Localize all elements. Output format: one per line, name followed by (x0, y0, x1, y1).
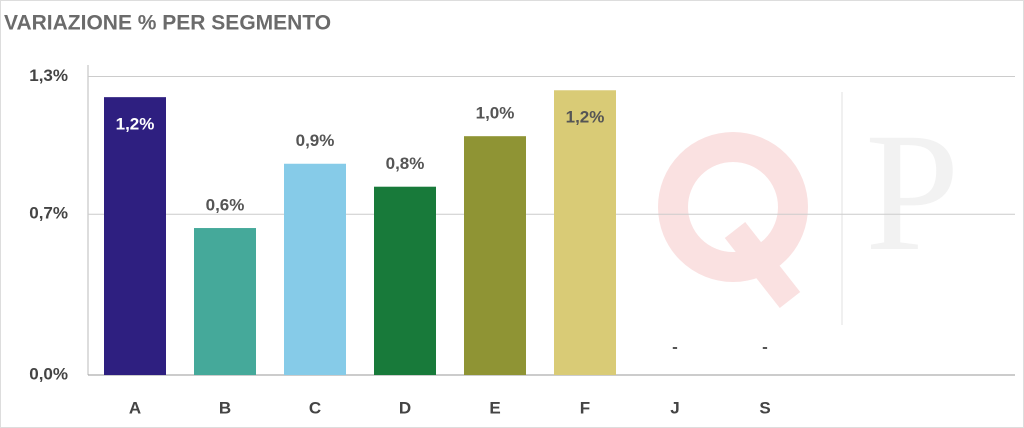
y-tick-label: 1,3% (29, 66, 68, 85)
value-label: 1,0% (476, 104, 515, 123)
x-tick-label: F (580, 398, 590, 417)
bar (374, 186, 436, 375)
bar (104, 97, 166, 376)
x-tick-label: A (129, 398, 141, 417)
value-label: - (762, 337, 768, 356)
x-tick-label: B (219, 398, 231, 417)
bar (464, 136, 526, 375)
chart-title: VARIAZIONE % PER SEGMENTO (4, 12, 331, 35)
x-tick-label: D (399, 398, 411, 417)
value-label: 0,9% (296, 131, 335, 150)
y-tick-label: 0,0% (29, 364, 68, 383)
x-tick-label: C (309, 398, 321, 417)
value-label: 0,8% (386, 154, 425, 173)
watermark: P (658, 92, 960, 325)
value-label: - (672, 337, 678, 356)
bar (284, 163, 346, 375)
y-tick-label: 0,7% (29, 204, 68, 223)
x-tick-label: E (489, 398, 500, 417)
x-tick-label: S (759, 398, 770, 417)
value-label: 0,6% (206, 196, 245, 215)
bar (194, 228, 256, 375)
value-label: 1,2% (116, 115, 155, 134)
svg-text:P: P (865, 98, 960, 286)
x-tick-label: J (670, 398, 679, 417)
bar (554, 90, 616, 375)
value-label: 1,2% (566, 108, 605, 127)
